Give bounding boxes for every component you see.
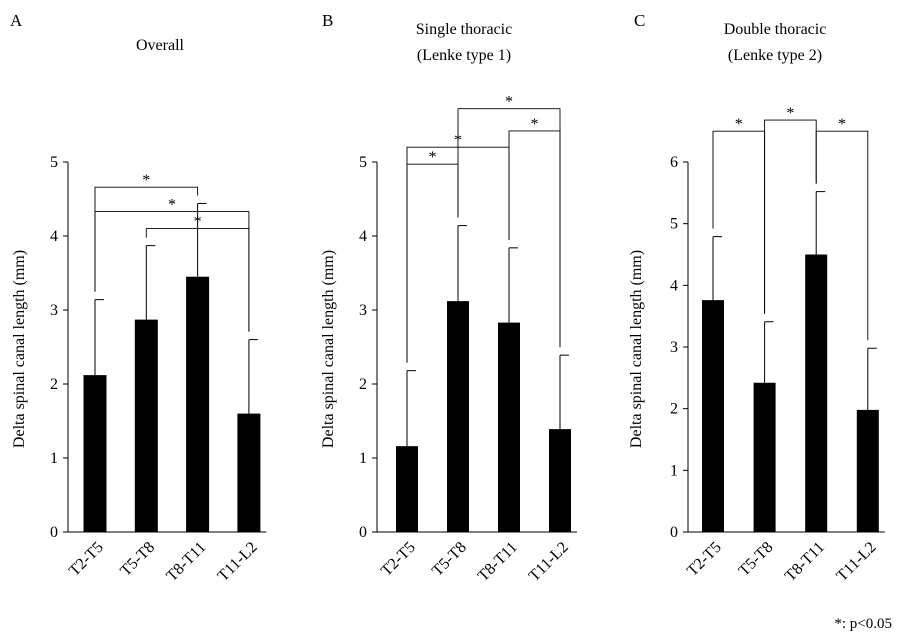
- y-tick-label: 4: [359, 228, 367, 245]
- panel-label: C: [634, 11, 645, 30]
- significance-marker: *: [168, 197, 176, 214]
- chart-plot: 0 1 2 3 4 5 6 Delta spinal canal length (mm) T2-…: [628, 105, 885, 585]
- bar: [396, 446, 418, 532]
- significance-footnote: *: p<0.05: [834, 616, 892, 632]
- x-tick-label: T8-T11: [163, 539, 209, 585]
- bar: [134, 319, 158, 532]
- chart-title-line-2: (Lenke type 1): [417, 47, 511, 64]
- x-tick-label: T5-T8: [429, 539, 470, 580]
- y-tick-label: 1: [50, 450, 58, 467]
- chart-plot: 0 1 2 3 4 5 Delta spinal canal length (mm) T2-T…: [320, 94, 577, 585]
- significance-marker: *: [142, 172, 150, 189]
- x-tick-label: T8-T11: [475, 539, 521, 585]
- significance-marker: *: [531, 116, 539, 133]
- y-tick-label: 0: [670, 524, 678, 541]
- bar: [237, 413, 261, 532]
- y-tick-label: 2: [670, 401, 678, 418]
- bar: [83, 375, 107, 532]
- x-tick-label: T2-T5: [684, 539, 725, 580]
- bar: [549, 429, 571, 532]
- x-tick-label: T11-L2: [833, 539, 879, 585]
- bar: [856, 409, 879, 532]
- y-axis-label: Delta spinal canal length (mm): [628, 250, 645, 448]
- significance-bracket: [406, 163, 459, 363]
- significance-marker: *: [194, 214, 202, 231]
- significance-marker: *: [786, 105, 794, 122]
- y-tick-label: 4: [50, 228, 58, 245]
- y-tick-label: 6: [670, 154, 678, 171]
- y-tick-label: 3: [359, 302, 367, 319]
- y-tick-label: 3: [670, 339, 678, 356]
- y-tick-label: 0: [50, 524, 58, 541]
- panel-c: C Double thoracic (Lenke type 2): [634, 11, 826, 64]
- bar: [498, 322, 520, 532]
- significance-bracket: [508, 130, 561, 348]
- panel-b: B Single thoracic (Lenke type 1): [322, 11, 512, 64]
- y-axis-label: Delta spinal canal length (mm): [320, 250, 337, 448]
- y-tick-label: 0: [359, 524, 367, 541]
- x-tick-label: T11-L2: [215, 539, 261, 585]
- y-tick-label: 1: [359, 450, 367, 467]
- significance-marker: *: [429, 149, 437, 166]
- significance-marker: *: [838, 116, 846, 133]
- panel-label: A: [10, 11, 23, 30]
- significance-bracket: [815, 130, 869, 341]
- chart-title: Overall: [136, 37, 185, 54]
- chart-title-line-1: Single thoracic: [416, 21, 512, 38]
- y-axis-label: Delta spinal canal length (mm): [11, 250, 28, 448]
- y-tick-label: 4: [670, 277, 678, 294]
- y-tick-label: 5: [50, 154, 58, 171]
- y-tick-label: 1: [670, 462, 678, 479]
- significance-marker: *: [454, 132, 462, 149]
- y-tick-label: 5: [359, 154, 367, 171]
- panel-a: A Overall: [10, 11, 185, 54]
- significance-bracket: [712, 130, 766, 314]
- bar: [805, 254, 828, 532]
- y-tick-label: 3: [50, 302, 58, 319]
- y-tick-label: 2: [50, 376, 58, 393]
- panel-label: B: [322, 11, 333, 30]
- bar: [447, 301, 469, 532]
- y-tick-label: 2: [359, 376, 367, 393]
- bar: [753, 382, 776, 532]
- significance-bracket: [94, 211, 250, 332]
- bar: [702, 300, 724, 532]
- x-tick-label: T5-T8: [117, 539, 158, 580]
- y-tick-label: 5: [670, 216, 678, 233]
- significance-marker: *: [505, 94, 513, 111]
- x-tick-label: T2-T5: [66, 539, 107, 580]
- x-tick-label: T8-T11: [782, 539, 828, 585]
- significance-bracket: [145, 228, 250, 332]
- bar: [186, 276, 210, 532]
- chart-title-line-2: (Lenke type 2): [728, 47, 822, 64]
- x-tick-label: T2-T5: [378, 539, 419, 580]
- chart-title-line-1: Double thoracic: [724, 21, 827, 38]
- significance-marker: *: [735, 116, 743, 133]
- x-tick-label: T5-T8: [736, 539, 777, 580]
- chart-plot: 0 1 2 3 4 5 Delta spinal canal length (mm) T2-T…: [11, 154, 267, 585]
- x-tick-label: T11-L2: [526, 539, 572, 585]
